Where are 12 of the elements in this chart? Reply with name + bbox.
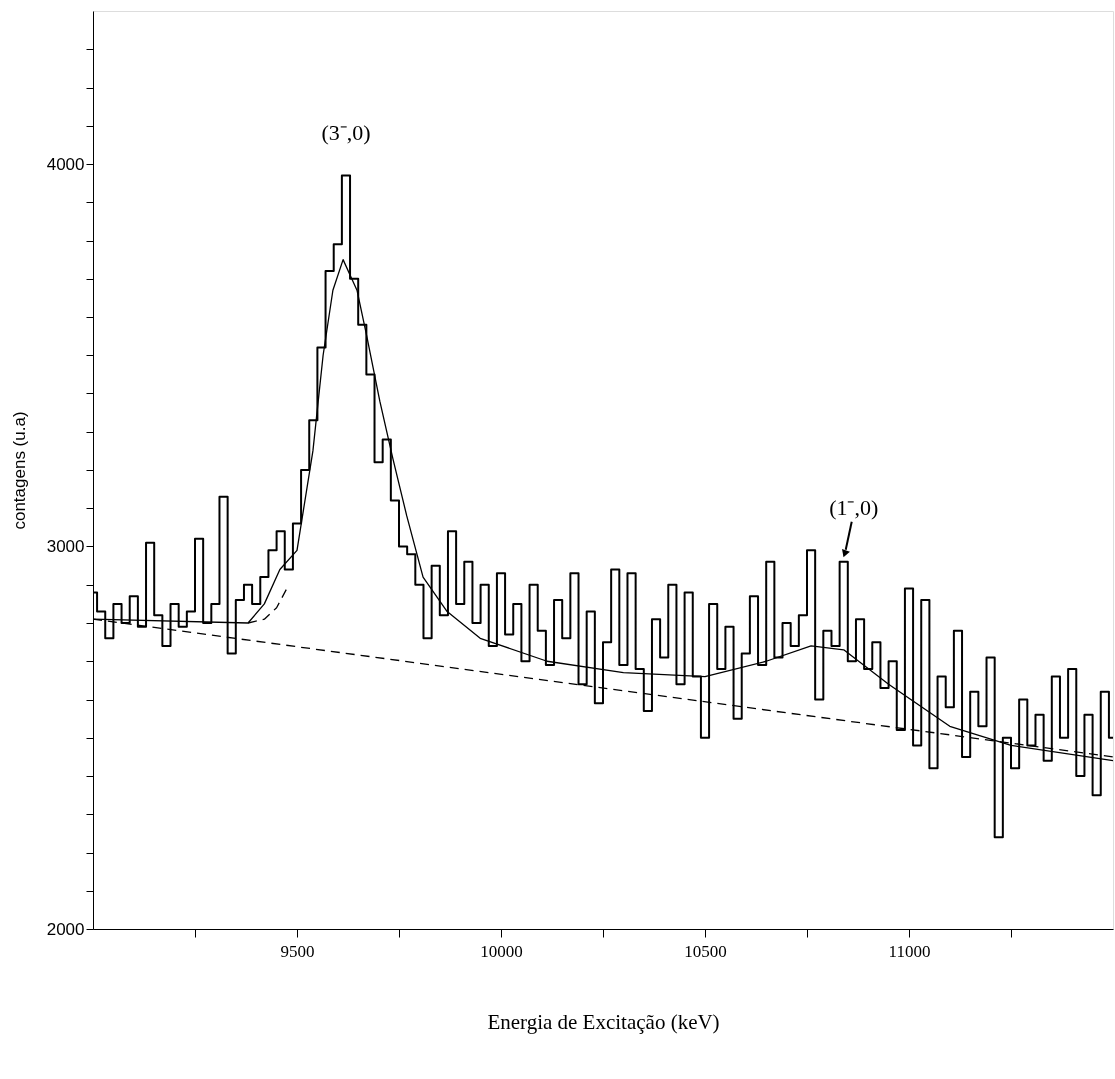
y-tick-label: 3000 [46, 537, 85, 556]
x-tick-label: 9500 [280, 941, 315, 961]
x-tick-label: 11000 [888, 941, 931, 961]
annotation: (1⁻,0) [829, 494, 879, 520]
y-tick-label: 2000 [46, 919, 85, 939]
line-series [247, 587, 288, 624]
x-axis-title: Energia de Excitação (keV) [487, 1009, 720, 1034]
y-axis-title: contagens (u.a) [9, 411, 29, 530]
x-tick-label: 10500 [684, 941, 727, 961]
annotation: (3⁻,0) [321, 120, 371, 146]
y-tick-label: 4000 [46, 154, 85, 174]
x-tick-label: 10000 [480, 941, 523, 961]
